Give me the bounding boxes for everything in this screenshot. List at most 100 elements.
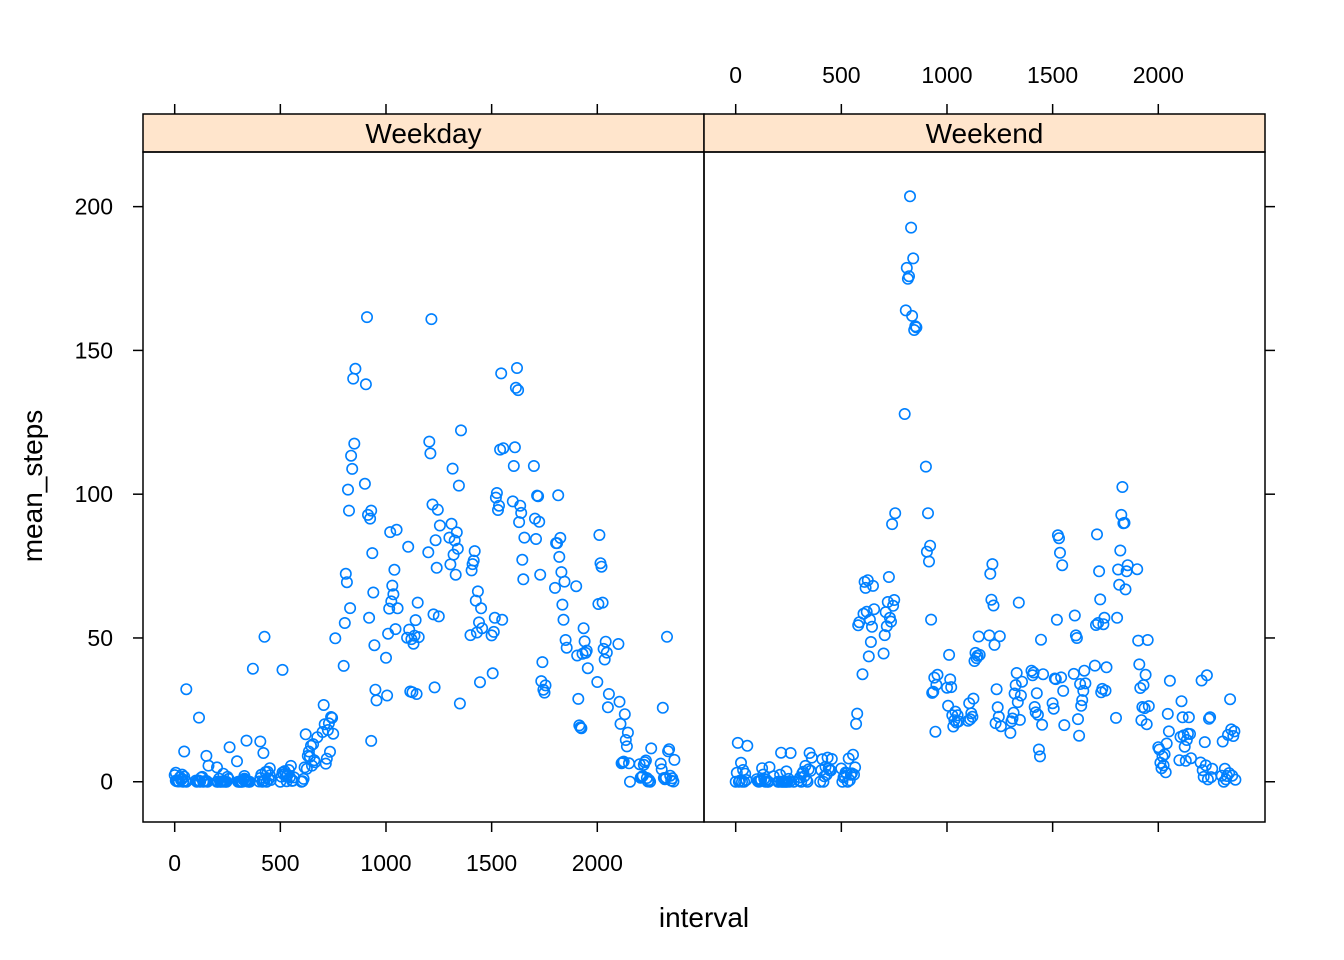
data-point	[1155, 762, 1168, 775]
data-point	[1046, 697, 1059, 710]
y-tick-label: 50	[87, 625, 113, 651]
data-point	[496, 613, 509, 626]
data-point	[276, 663, 289, 676]
data-point	[1099, 684, 1112, 697]
data-point	[383, 602, 396, 615]
data-point	[1030, 687, 1043, 700]
data-point	[639, 754, 652, 767]
data-point	[644, 775, 657, 788]
data-point	[347, 372, 360, 385]
data-point	[1073, 729, 1086, 742]
data-point	[1056, 559, 1069, 572]
data-point	[925, 613, 938, 626]
data-point	[878, 629, 891, 642]
data-point	[200, 749, 213, 762]
data-point	[1075, 699, 1088, 712]
data-point	[739, 767, 752, 780]
data-point	[489, 491, 502, 504]
data-point	[431, 503, 444, 516]
data-point	[518, 531, 531, 544]
data-point	[1217, 775, 1230, 788]
data-point	[342, 504, 355, 517]
data-point	[556, 598, 569, 611]
x-tick-label: 0	[729, 62, 742, 88]
data-point	[345, 449, 358, 462]
data-point	[580, 644, 593, 657]
data-point	[409, 614, 422, 627]
data-point	[211, 761, 224, 774]
data-point	[386, 579, 399, 592]
data-point	[1037, 668, 1050, 681]
x-tick-label: 1000	[360, 850, 411, 876]
data-point	[488, 611, 501, 624]
data-point	[1185, 752, 1198, 765]
panel-frame	[142, 151, 705, 823]
data-point	[553, 550, 566, 563]
data-point	[1156, 750, 1169, 763]
data-point	[202, 759, 215, 772]
data-point	[613, 695, 626, 708]
data-point	[1158, 748, 1171, 761]
data-point	[1228, 725, 1241, 738]
data-point	[994, 720, 1007, 733]
data-point	[344, 602, 357, 615]
data-point	[410, 687, 423, 700]
data-point	[512, 384, 525, 397]
data-point	[660, 630, 673, 643]
data-point	[993, 630, 1006, 643]
data-point	[1229, 773, 1242, 786]
data-point	[1070, 631, 1083, 644]
data-point	[304, 739, 317, 752]
data-point	[360, 311, 373, 324]
data-point	[664, 769, 677, 782]
data-point	[571, 649, 584, 662]
data-point	[367, 586, 380, 599]
data-point	[620, 740, 633, 753]
data-point	[1025, 664, 1038, 677]
data-point	[1097, 618, 1110, 631]
x-tick-label: 2000	[1133, 62, 1184, 88]
data-point	[1014, 689, 1027, 702]
data-point	[1223, 767, 1236, 780]
data-point	[1079, 677, 1092, 690]
data-point	[428, 681, 441, 694]
strip-label-weekend: Weekend	[926, 118, 1044, 149]
data-point	[323, 745, 336, 758]
data-point	[1159, 766, 1172, 779]
data-point	[987, 599, 1000, 612]
y-tick-label: 200	[75, 194, 113, 220]
data-point	[1047, 702, 1060, 715]
data-point	[298, 761, 311, 774]
data-point	[967, 692, 980, 705]
data-point	[931, 668, 944, 681]
data-point	[877, 647, 890, 660]
data-point	[732, 775, 745, 788]
points-weekend	[729, 190, 1242, 788]
y-axis-title: mean_steps	[17, 410, 48, 563]
data-point	[471, 585, 484, 598]
strip-weekday	[142, 113, 705, 153]
data-point	[359, 378, 372, 391]
data-point	[865, 620, 878, 633]
data-point	[1176, 711, 1189, 724]
data-point	[1201, 773, 1214, 786]
data-point	[816, 753, 829, 766]
data-point	[381, 689, 394, 702]
data-point	[468, 545, 481, 558]
data-point	[390, 523, 403, 536]
data-point	[1203, 712, 1216, 725]
data-point	[1055, 671, 1068, 684]
data-point	[368, 639, 381, 652]
data-point	[1137, 679, 1150, 692]
axis-ticks: 0 500 1000 1500 2000 0 500 1000 1500 2000 0 50 100 15…	[75, 62, 1275, 876]
data-point	[560, 641, 573, 654]
data-point	[1163, 674, 1176, 687]
data-point	[320, 752, 333, 765]
data-point	[887, 599, 900, 612]
data-point	[411, 596, 424, 609]
data-point	[423, 435, 436, 448]
data-point	[886, 518, 899, 531]
data-point	[554, 531, 567, 544]
data-point	[1100, 661, 1113, 674]
data-point	[581, 662, 594, 675]
